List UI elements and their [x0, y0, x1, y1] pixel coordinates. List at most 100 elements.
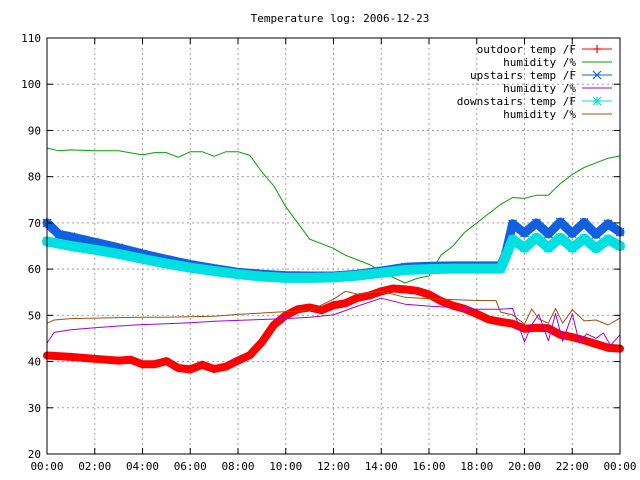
legend-label: humidity /% [503, 82, 576, 95]
data-point [352, 271, 362, 281]
data-point [269, 321, 278, 330]
data-point [376, 268, 386, 278]
data-point [520, 324, 529, 333]
x-tick-label: 12:00 [317, 460, 350, 473]
x-tick-label: 16:00 [412, 460, 445, 473]
legend-label: outdoor temp /F [477, 43, 576, 56]
data-point [329, 273, 338, 282]
data-point [198, 360, 207, 369]
data-point [568, 333, 577, 342]
data-point [305, 273, 315, 283]
y-tick-label: 30 [28, 402, 41, 415]
series-line [46, 297, 621, 346]
series-layer [42, 147, 625, 374]
legend-label: humidity /% [503, 56, 576, 69]
data-point [496, 264, 506, 274]
x-tick-label: 02:00 [78, 460, 111, 473]
data-point [500, 253, 510, 262]
series-4 [46, 297, 621, 346]
data-point [186, 365, 195, 374]
data-point [257, 338, 266, 347]
data-point [161, 259, 171, 268]
data-point [114, 249, 124, 259]
data-point [257, 272, 267, 281]
y-tick-label: 100 [21, 78, 41, 91]
x-tick-label: 04:00 [126, 460, 159, 473]
x-tick-label: 06:00 [174, 460, 207, 473]
data-point [126, 355, 135, 364]
legend-entry: humidity /% [503, 56, 612, 69]
data-point [591, 243, 601, 253]
data-point [389, 284, 398, 293]
data-point [603, 219, 613, 229]
legend-label: downstairs temp /F [457, 95, 576, 108]
legend-label: humidity /% [503, 108, 576, 121]
x-tick-label: 10:00 [269, 460, 302, 473]
data-point [543, 229, 553, 239]
data-point [532, 218, 541, 228]
data-point [281, 311, 290, 320]
data-point [436, 297, 445, 306]
x-tick-label: 00:00 [603, 460, 636, 473]
legend-marker [592, 96, 602, 106]
data-point [592, 339, 601, 348]
legend-entry: downstairs temp /F [457, 95, 612, 108]
y-tick-label: 70 [28, 217, 41, 230]
data-point [233, 269, 243, 279]
data-point [90, 354, 99, 363]
legend-marker [593, 45, 601, 53]
data-point [604, 343, 613, 352]
x-tick-label: 18:00 [460, 460, 493, 473]
y-tick-label: 40 [28, 356, 41, 369]
data-point [54, 230, 64, 239]
data-point [532, 323, 541, 332]
data-point [174, 364, 183, 373]
data-point [508, 319, 517, 328]
series-2 [46, 147, 621, 284]
legend-entry: humidity /% [503, 82, 612, 95]
data-point [281, 273, 291, 283]
data-point [341, 299, 350, 308]
data-point [496, 317, 505, 326]
data-point [567, 229, 577, 238]
data-point [425, 290, 433, 299]
series-6 [46, 290, 621, 326]
legend-entry: outdoor temp /F [477, 43, 612, 56]
data-point [138, 360, 147, 369]
series-5 [42, 232, 625, 283]
data-point [413, 286, 422, 295]
data-point [544, 324, 553, 333]
x-tick-label: 14:00 [365, 460, 398, 473]
data-point [222, 362, 231, 371]
data-point [472, 309, 481, 318]
x-tick-label: 22:00 [556, 460, 589, 473]
legend-entry: humidity /% [503, 108, 612, 121]
data-point [138, 254, 147, 264]
data-point [603, 235, 613, 244]
data-point [317, 306, 326, 315]
data-point [543, 243, 553, 253]
data-point [508, 235, 517, 244]
y-tick-label: 20 [28, 448, 41, 461]
data-point [234, 356, 242, 365]
data-point [448, 301, 457, 310]
data-point [555, 233, 565, 243]
data-point [579, 234, 589, 244]
data-point [579, 218, 589, 227]
legend-label: upstairs temp /F [470, 69, 576, 82]
data-point [245, 351, 254, 360]
y-tick-label: 50 [28, 309, 41, 322]
data-point [210, 364, 219, 373]
data-point [353, 293, 362, 302]
axes: 20 30 40 50 60 70 80 90 100 110 00:00 02:00 04:00 06:… [21, 32, 636, 473]
y-tick-label: 80 [28, 171, 41, 184]
chart-title: Temperature log: 2006-12-23 [251, 12, 430, 25]
data-point [520, 243, 529, 253]
data-point [209, 266, 219, 276]
x-tick-label: 00:00 [30, 460, 63, 473]
data-point [567, 243, 577, 253]
y-tick-label: 90 [28, 124, 41, 137]
data-point [520, 228, 529, 238]
data-point [66, 352, 75, 361]
